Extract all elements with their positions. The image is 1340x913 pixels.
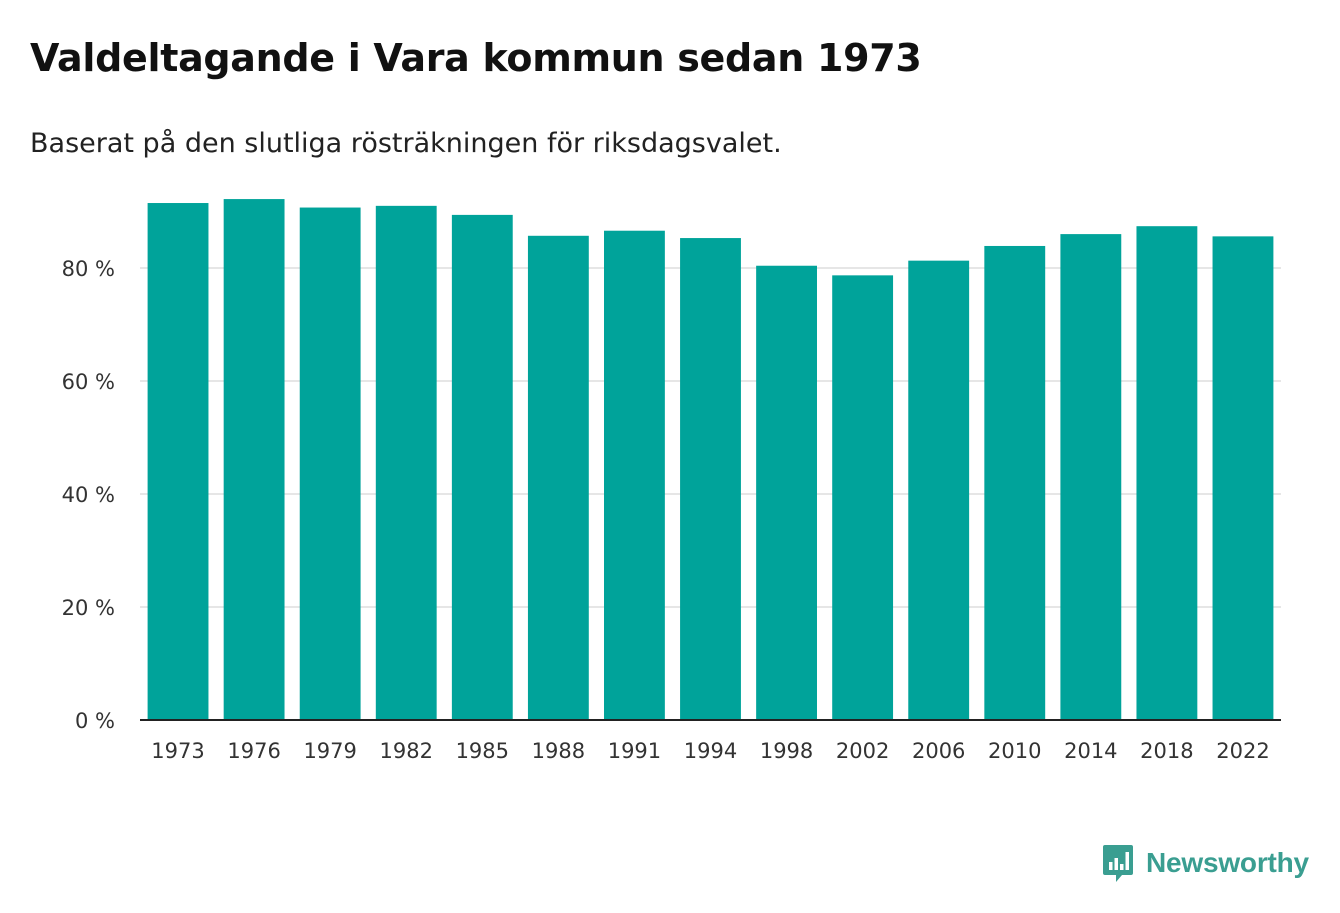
bar-1982 — [375, 205, 437, 721]
bar-1998 — [756, 265, 817, 720]
brand-name: Newsworthy — [1146, 847, 1309, 878]
x-tick-label: 2014 — [1064, 739, 1117, 763]
x-tick-label: 1976 — [227, 739, 280, 763]
bar-1985 — [451, 214, 513, 720]
y-tick-label: 60 % — [62, 370, 115, 394]
bar-1976 — [223, 199, 285, 720]
chart-title: Valdeltagande i Vara kommun sedan 1973 — [30, 36, 922, 80]
x-tick-label: 2002 — [836, 739, 889, 763]
bar-1973 — [147, 203, 209, 720]
bar-2010 — [984, 245, 1046, 720]
x-tick-label: 1988 — [532, 739, 585, 763]
bar-2018 — [1136, 226, 1198, 720]
chart-subtitle: Baserat på den slutliga rösträkningen fö… — [30, 128, 782, 159]
y-tick-label: 20 % — [62, 596, 115, 620]
y-tick-label: 80 % — [62, 257, 115, 281]
bar-2022 — [1212, 236, 1274, 721]
bar-1994 — [680, 238, 741, 720]
y-tick-label: 0 % — [75, 709, 115, 733]
x-tick-label: 1979 — [303, 739, 356, 763]
x-tick-label: 2018 — [1140, 739, 1193, 763]
x-tick-label: 1973 — [151, 739, 204, 763]
newsworthy-logo-icon — [1103, 845, 1133, 882]
x-tick-label: 2022 — [1216, 739, 1269, 763]
y-tick-label: 40 % — [62, 483, 115, 507]
bar-2014 — [1060, 234, 1122, 720]
x-tick-label: 1982 — [380, 739, 433, 763]
brand-logo: Newsworthy — [1102, 843, 1309, 883]
bar-1988 — [527, 235, 589, 721]
x-tick-label: 2010 — [988, 739, 1041, 763]
bar-2006 — [908, 260, 970, 720]
x-tick-label: 2006 — [912, 739, 965, 763]
x-tick-label: 1994 — [684, 739, 737, 763]
bar-1991 — [604, 230, 665, 720]
x-tick-label: 1985 — [456, 739, 509, 763]
bar-1979 — [299, 207, 361, 721]
x-tick-label: 1991 — [608, 739, 661, 763]
bar-2002 — [832, 275, 894, 720]
x-tick-label: 1998 — [760, 739, 813, 763]
